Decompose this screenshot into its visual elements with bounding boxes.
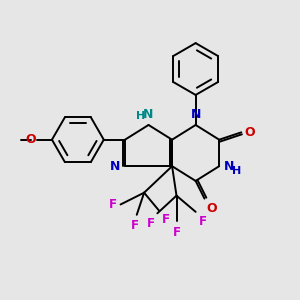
Text: N: N [110, 160, 121, 173]
Text: H: H [136, 111, 145, 121]
Text: F: F [172, 226, 181, 239]
Text: F: F [131, 219, 139, 232]
Text: N: N [190, 108, 201, 121]
Text: N: N [224, 160, 234, 173]
Text: N: N [143, 108, 154, 121]
Text: F: F [199, 215, 207, 228]
Text: F: F [109, 198, 117, 211]
Text: O: O [244, 126, 255, 139]
Text: O: O [206, 202, 217, 215]
Text: F: F [146, 217, 154, 230]
Text: O: O [25, 133, 36, 146]
Text: F: F [162, 213, 170, 226]
Text: H: H [232, 167, 242, 176]
